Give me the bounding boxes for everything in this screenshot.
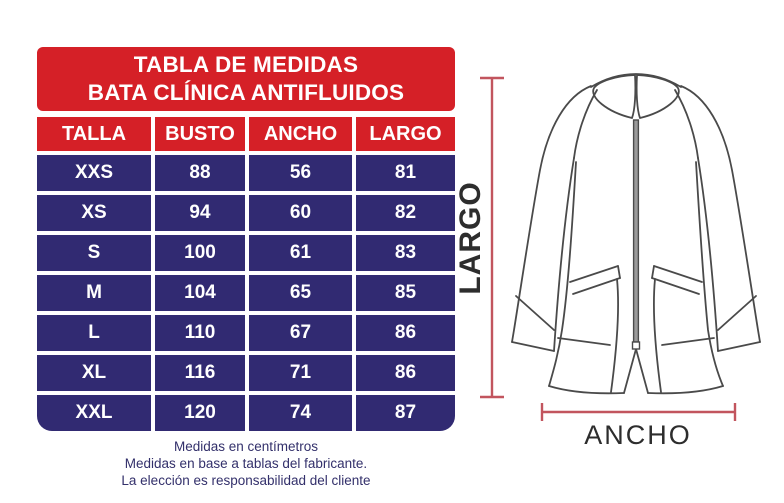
table-cell: 87 xyxy=(356,395,455,431)
table-cell: 110 xyxy=(155,315,245,351)
header-cell-talla: TALLA xyxy=(37,117,151,151)
table-cell: 61 xyxy=(249,235,352,271)
pocket-right xyxy=(651,265,703,295)
header-cell-ancho: ANCHO xyxy=(249,117,352,151)
table-cell: 81 xyxy=(356,155,455,191)
collar-left xyxy=(592,74,637,119)
footnotes: Medidas en centímetros Medidas en base a… xyxy=(37,438,455,489)
table-cell: 86 xyxy=(356,355,455,391)
title-line-2: BATA CLÍNICA ANTIFLUIDOS xyxy=(87,80,405,105)
garment-outline-drawing xyxy=(480,73,761,421)
size-table-body: XXS 88 56 81 XS 94 60 82 S 100 61 83 M 1… xyxy=(37,155,455,431)
table-cell: 82 xyxy=(356,195,455,231)
garment-diagram: LARGO ANCHO xyxy=(450,0,784,503)
table-cell: 56 xyxy=(249,155,352,191)
table-cell: 88 xyxy=(155,155,245,191)
table-cell: M xyxy=(37,275,151,311)
header-cell-largo: LARGO xyxy=(356,117,455,151)
table-cell: 71 xyxy=(249,355,352,391)
collar-right xyxy=(635,74,680,119)
header-cell-busto: BUSTO xyxy=(155,117,245,151)
title-line-1: TABLA DE MEDIDAS xyxy=(133,52,359,77)
table-cell: 85 xyxy=(356,275,455,311)
ancho-label: ANCHO xyxy=(584,420,692,450)
table-cell: S xyxy=(37,235,151,271)
footnote-source: Medidas en base a tablas del fabricante. xyxy=(124,456,368,471)
coat-outline xyxy=(511,73,761,395)
pocket-left xyxy=(569,265,621,295)
ancho-measure-line xyxy=(540,403,737,421)
table-cell: XL xyxy=(37,355,151,391)
footnote-disclaimer: La elección es responsabilidad del clien… xyxy=(121,473,371,488)
table-cell: 67 xyxy=(249,315,352,351)
title-banner: TABLA DE MEDIDAS BATA CLÍNICA ANTIFLUIDO… xyxy=(37,47,455,111)
table-cell: L xyxy=(37,315,151,351)
table-cell: XXL xyxy=(37,395,151,431)
table-cell: 120 xyxy=(155,395,245,431)
table-cell: 65 xyxy=(249,275,352,311)
table-header-row: TALLA BUSTO ANCHO LARGO xyxy=(37,117,455,151)
table-cell: 100 xyxy=(155,235,245,271)
table-cell: 74 xyxy=(249,395,352,431)
table-cell: 86 xyxy=(356,315,455,351)
table-cell: 104 xyxy=(155,275,245,311)
table-cell: 94 xyxy=(155,195,245,231)
largo-measure-line xyxy=(480,76,504,399)
zipper xyxy=(631,119,641,350)
table-cell: 116 xyxy=(155,355,245,391)
table-cell: XXS xyxy=(37,155,151,191)
footnote-units: Medidas en centímetros xyxy=(173,439,319,454)
table-cell: XS xyxy=(37,195,151,231)
table-cell: 83 xyxy=(356,235,455,271)
largo-label: LARGO xyxy=(454,181,487,295)
table-cell: 60 xyxy=(249,195,352,231)
